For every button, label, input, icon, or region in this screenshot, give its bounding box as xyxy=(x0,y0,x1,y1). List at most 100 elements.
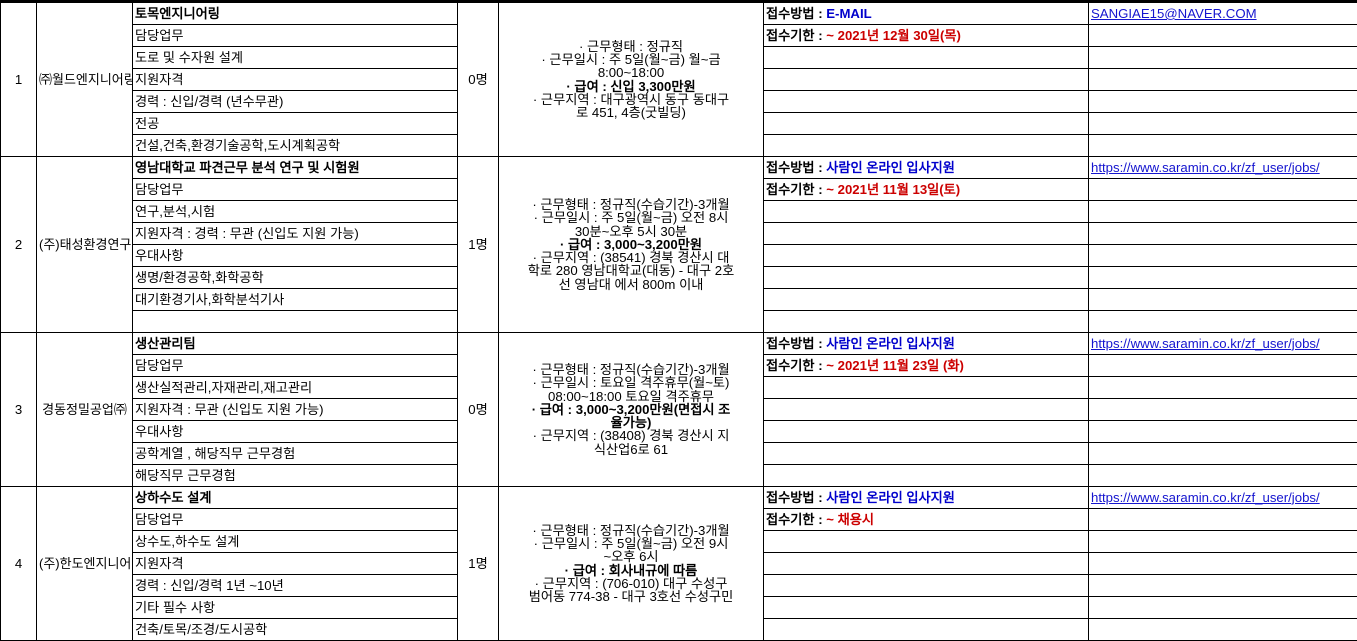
condition-line: · 근무지역 : (38408) 경북 경산시 지 xyxy=(504,429,758,442)
apply-link-cell xyxy=(1089,135,1357,157)
apply-link-cell xyxy=(1089,465,1357,487)
hiring-count: 1명 xyxy=(458,157,499,333)
apply-info-cell xyxy=(764,91,1089,113)
apply-method-value: E-MAIL xyxy=(826,6,871,21)
apply-link-cell[interactable]: https://www.saramin.co.kr/zf_user/jobs/ xyxy=(1089,333,1357,355)
apply-link-cell xyxy=(1089,179,1357,201)
hiring-count: 1명 xyxy=(458,487,499,641)
apply-link-cell xyxy=(1089,355,1357,377)
apply-link-cell xyxy=(1089,619,1357,641)
apply-link-cell xyxy=(1089,267,1357,289)
condition-line: 08:00~18:00 토요일 격주휴무 xyxy=(504,390,758,403)
apply-deadline-label: 접수기한 : xyxy=(766,512,826,527)
apply-link[interactable]: SANGIAE15@NAVER.COM xyxy=(1091,6,1257,21)
job-detail-line: 해당직무 근무경험 xyxy=(133,465,458,487)
apply-link-cell xyxy=(1089,399,1357,421)
job-detail-line: 지원자격 : 무관 (신입도 지원 가능) xyxy=(133,399,458,421)
apply-link-cell xyxy=(1089,377,1357,399)
hiring-count: 0명 xyxy=(458,3,499,157)
apply-link-cell[interactable]: https://www.saramin.co.kr/zf_user/jobs/ xyxy=(1089,157,1357,179)
job-detail-line: 경력 : 신입/경력 (년수무관) xyxy=(133,91,458,113)
apply-link-cell xyxy=(1089,443,1357,465)
apply-link[interactable]: https://www.saramin.co.kr/zf_user/jobs/ xyxy=(1091,336,1320,351)
apply-link-cell xyxy=(1089,245,1357,267)
apply-info-cell xyxy=(764,267,1089,289)
job-detail-line: 건설,건축,환경기술공학,도시계획공학 xyxy=(133,135,458,157)
apply-info-cell: 접수방법 : 사람인 온라인 입사지원 xyxy=(764,333,1089,355)
apply-info-cell: 접수기한 : ~ 2021년 11월 13일(토) xyxy=(764,179,1089,201)
condition-line: 범어동 774-38 - 대구 3호선 수성구민 xyxy=(504,590,758,603)
apply-info-cell xyxy=(764,135,1089,157)
company-name: 경동정밀공업㈜ xyxy=(37,333,133,487)
apply-link-cell[interactable]: https://www.saramin.co.kr/zf_user/jobs/ xyxy=(1089,487,1357,509)
job-detail-line: 담당업무 xyxy=(133,509,458,531)
apply-info-cell: 접수기한 : ~ 2021년 12월 30일(목) xyxy=(764,25,1089,47)
job-detail-line: 생산관리팀 xyxy=(133,333,458,355)
apply-info-cell: 접수방법 : E-MAIL xyxy=(764,3,1089,25)
row-number: 3 xyxy=(1,333,37,487)
job-detail-line: 담당업무 xyxy=(133,355,458,377)
condition-line: · 근무지역 : 대구광역시 동구 동대구 xyxy=(504,93,758,106)
apply-info-cell xyxy=(764,201,1089,223)
company-name: ㈜월드엔지니어링 xyxy=(37,3,133,157)
apply-link-cell xyxy=(1089,575,1357,597)
apply-link-cell xyxy=(1089,597,1357,619)
apply-link-cell xyxy=(1089,421,1357,443)
apply-link-cell xyxy=(1089,25,1357,47)
apply-link[interactable]: https://www.saramin.co.kr/zf_user/jobs/ xyxy=(1091,160,1320,175)
job-detail-line: 우대사항 xyxy=(133,421,458,443)
job-detail-line: 담당업무 xyxy=(133,25,458,47)
apply-link-cell xyxy=(1089,47,1357,69)
apply-link-cell xyxy=(1089,509,1357,531)
apply-info-cell xyxy=(764,223,1089,245)
job-detail-line: 전공 xyxy=(133,113,458,135)
job-detail-line: 담당업무 xyxy=(133,179,458,201)
apply-link-cell xyxy=(1089,531,1357,553)
company-name: (주)태성환경연구소 xyxy=(37,157,133,333)
apply-info-cell xyxy=(764,421,1089,443)
condition-line: 식산업6로 61 xyxy=(504,443,758,456)
job-detail-line: 지원자격 xyxy=(133,553,458,575)
apply-link-cell[interactable]: SANGIAE15@NAVER.COM xyxy=(1089,3,1357,25)
apply-deadline-label: 접수기한 : xyxy=(766,358,826,373)
apply-link[interactable]: https://www.saramin.co.kr/zf_user/jobs/ xyxy=(1091,490,1320,505)
condition-line: 학로 280 영남대학교(대동) - 대구 2호 xyxy=(504,264,758,277)
condition-line: 로 451, 4층(굿빌딩) xyxy=(504,106,758,119)
apply-link-cell xyxy=(1089,69,1357,91)
condition-line: · 급여 : 회사내규에 따름 xyxy=(504,564,758,577)
apply-link-cell xyxy=(1089,553,1357,575)
job-detail-line xyxy=(133,311,458,333)
apply-info-cell xyxy=(764,619,1089,641)
job-detail-line: 영남대학교 파견근무 분석 연구 및 시험원 xyxy=(133,157,458,179)
apply-info-cell xyxy=(764,69,1089,91)
apply-method-label: 접수방법 : xyxy=(766,160,826,175)
apply-info-cell xyxy=(764,531,1089,553)
apply-info-cell: 접수기한 : ~ 2021년 11월 23일 (화) xyxy=(764,355,1089,377)
apply-info-cell: 접수방법 : 사람인 온라인 입사지원 xyxy=(764,157,1089,179)
apply-info-cell: 접수방법 : 사람인 온라인 입사지원 xyxy=(764,487,1089,509)
job-detail-line: 경력 : 신입/경력 1년 ~10년 xyxy=(133,575,458,597)
job-detail-line: 대기환경기사,화학분석기사 xyxy=(133,289,458,311)
work-conditions: · 근무형태 : 정규직(수습기간)-3개월· 근무일시 : 주 5일(월~금)… xyxy=(499,157,764,333)
condition-line: 8:00~18:00 xyxy=(504,66,758,79)
apply-info-cell: 접수기한 : ~ 채용시 xyxy=(764,509,1089,531)
apply-method-label: 접수방법 : xyxy=(766,6,826,21)
job-detail-line: 생산실적관리,자재관리,재고관리 xyxy=(133,377,458,399)
hiring-count: 0명 xyxy=(458,333,499,487)
condition-line: ~오후 6시 xyxy=(504,550,758,563)
apply-info-cell xyxy=(764,465,1089,487)
condition-line: · 근무일시 : 주 5일(월~금) 오전 8시 xyxy=(504,211,758,224)
apply-method-value: 사람인 온라인 입사지원 xyxy=(826,160,955,175)
apply-method-label: 접수방법 : xyxy=(766,336,826,351)
job-detail-line: 지원자격 : 경력 : 무관 (신입도 지원 가능) xyxy=(133,223,458,245)
job-detail-line: 연구,분석,시험 xyxy=(133,201,458,223)
apply-info-cell xyxy=(764,399,1089,421)
job-detail-line: 지원자격 xyxy=(133,69,458,91)
condition-line: · 근무일시 : 토요일 격주휴무(월~토) xyxy=(504,376,758,389)
